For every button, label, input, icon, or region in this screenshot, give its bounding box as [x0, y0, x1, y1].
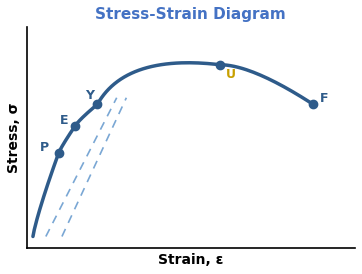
X-axis label: Strain, ε: Strain, ε: [158, 253, 223, 267]
Text: E: E: [60, 114, 68, 127]
Y-axis label: Stress, σ: Stress, σ: [7, 102, 21, 173]
Text: Y: Y: [85, 89, 94, 102]
Text: U: U: [226, 68, 236, 81]
Title: Stress-Strain Diagram: Stress-Strain Diagram: [96, 7, 286, 22]
Text: P: P: [40, 141, 49, 154]
Text: F: F: [320, 92, 328, 105]
